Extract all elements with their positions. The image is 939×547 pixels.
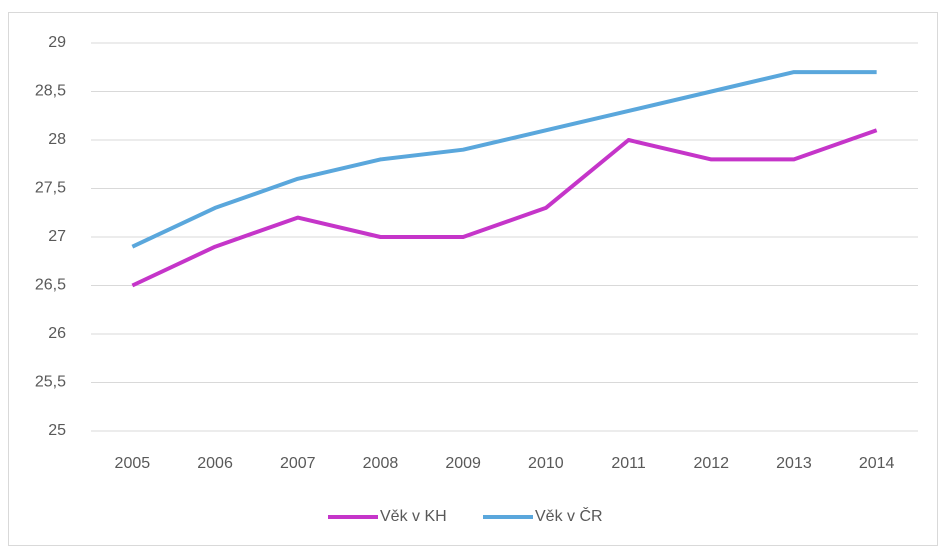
x-tick-label: 2008 — [363, 455, 399, 472]
y-tick-label: 26,5 — [35, 277, 66, 294]
x-tick-label: 2007 — [280, 455, 316, 472]
x-tick-label: 2010 — [528, 455, 564, 472]
x-tick-label: 2014 — [859, 455, 895, 472]
chart-border — [8, 12, 938, 546]
y-tick-label: 25 — [48, 422, 66, 439]
legend-label: Věk v ČR — [535, 506, 603, 525]
x-tick-label: 2009 — [445, 455, 481, 472]
x-tick-label: 2005 — [115, 455, 151, 472]
x-tick-label: 2012 — [693, 455, 729, 472]
legend-label: Věk v KH — [380, 508, 447, 525]
y-tick-label: 26 — [48, 325, 66, 342]
x-tick-label: 2011 — [611, 455, 646, 472]
y-tick-label: 27 — [48, 228, 66, 245]
y-tick-label: 28,5 — [35, 83, 66, 100]
y-tick-label: 28 — [48, 131, 66, 148]
series-line — [131, 128, 878, 288]
series-line — [131, 70, 877, 249]
y-tick-label: 29 — [48, 34, 66, 51]
x-tick-label: 2006 — [197, 455, 233, 472]
y-tick-label: 27,5 — [35, 180, 66, 197]
y-tick-label: 25,5 — [35, 374, 66, 391]
x-tick-label: 2013 — [776, 455, 812, 472]
